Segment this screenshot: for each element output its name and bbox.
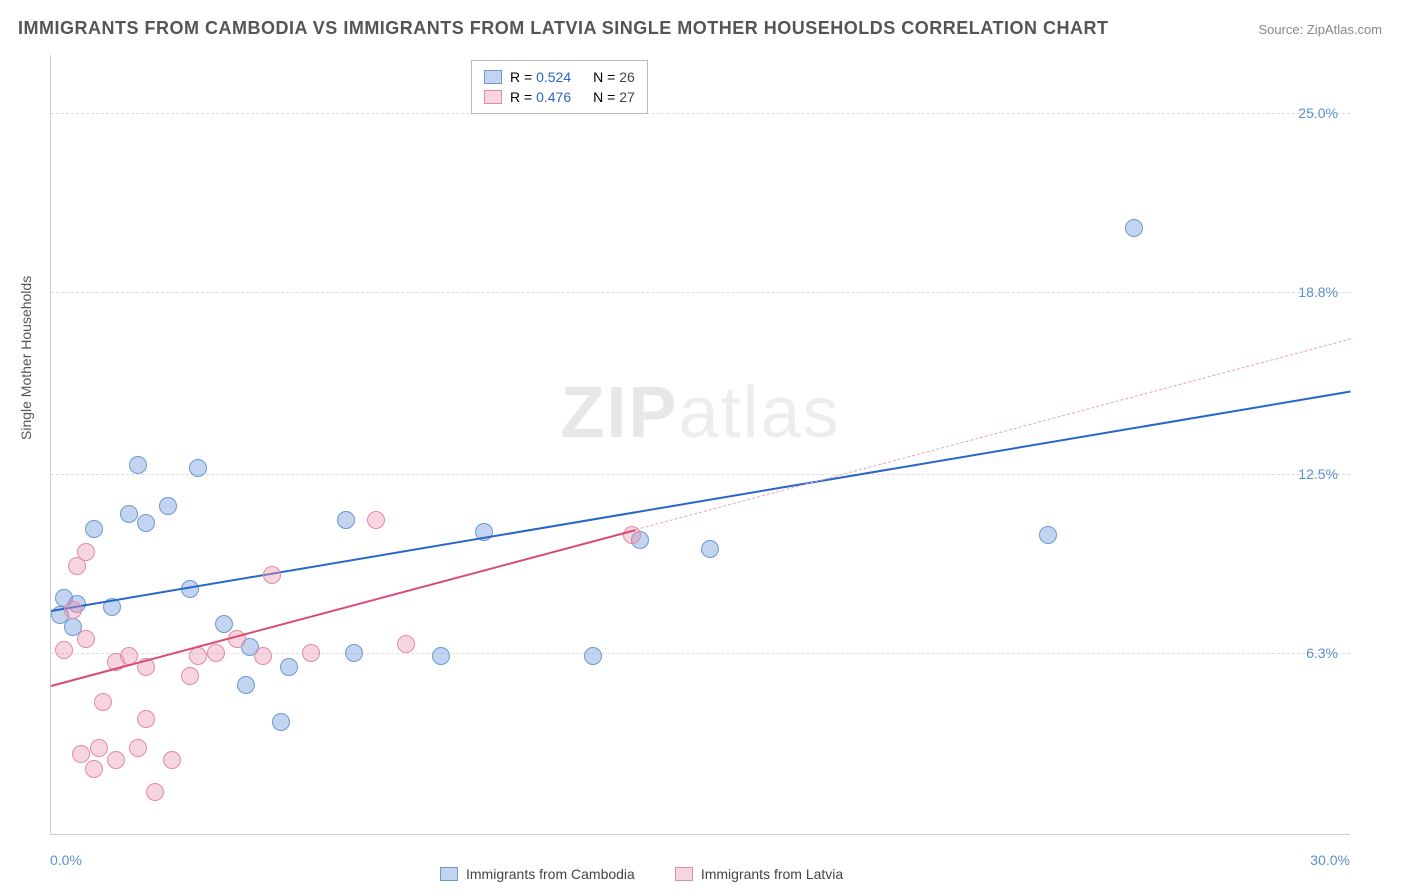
legend-label: Immigrants from Cambodia	[466, 866, 635, 882]
data-point	[107, 751, 125, 769]
data-point	[337, 511, 355, 529]
data-point	[146, 783, 164, 801]
source-label: Source: ZipAtlas.com	[1258, 22, 1382, 37]
data-point	[367, 511, 385, 529]
legend-swatch	[440, 867, 458, 881]
data-point	[701, 540, 719, 558]
r-label: R = 0.524	[510, 69, 571, 85]
x-tick-label: 30.0%	[1310, 852, 1350, 868]
data-point	[189, 647, 207, 665]
data-point	[120, 505, 138, 523]
watermark-bold: ZIP	[560, 373, 678, 453]
data-point	[77, 543, 95, 561]
n-label: N = 26	[593, 69, 635, 85]
data-point	[272, 713, 290, 731]
data-point	[163, 751, 181, 769]
data-point	[189, 459, 207, 477]
data-point	[77, 630, 95, 648]
legend-bottom: Immigrants from Cambodia Immigrants from …	[440, 866, 843, 882]
data-point	[207, 644, 225, 662]
data-point	[215, 615, 233, 633]
legend-item: Immigrants from Latvia	[675, 866, 843, 882]
data-point	[181, 667, 199, 685]
legend-swatch	[484, 70, 502, 84]
data-point	[1039, 526, 1057, 544]
legend-swatch	[484, 90, 502, 104]
y-axis-label: Single Mother Households	[18, 276, 34, 440]
data-point	[129, 739, 147, 757]
x-tick-label: 0.0%	[50, 852, 82, 868]
legend-label: Immigrants from Latvia	[701, 866, 843, 882]
data-point	[1125, 219, 1143, 237]
data-point	[55, 641, 73, 659]
data-point	[345, 644, 363, 662]
correlation-legend: R = 0.524 N = 26 R = 0.476 N = 27	[471, 60, 648, 114]
grid-line	[51, 292, 1350, 293]
data-point	[280, 658, 298, 676]
data-point	[159, 497, 177, 515]
legend-row: R = 0.524 N = 26	[484, 67, 635, 87]
y-tick-label: 12.5%	[1298, 466, 1338, 482]
data-point	[94, 693, 112, 711]
data-point	[237, 676, 255, 694]
data-point	[302, 644, 320, 662]
data-point	[137, 514, 155, 532]
data-point	[90, 739, 108, 757]
chart-plot-area: ZIPatlas 6.3% 12.5% 18.8% 25.0% R = 0.524 N =…	[50, 55, 1350, 835]
trend-line	[51, 390, 1351, 612]
grid-line	[51, 113, 1350, 114]
data-point	[584, 647, 602, 665]
trend-line	[636, 338, 1351, 530]
data-point	[85, 520, 103, 538]
watermark-thin: atlas	[678, 373, 840, 453]
data-point	[85, 760, 103, 778]
data-point	[397, 635, 415, 653]
legend-item: Immigrants from Cambodia	[440, 866, 635, 882]
data-point	[432, 647, 450, 665]
data-point	[64, 601, 82, 619]
chart-title: IMMIGRANTS FROM CAMBODIA VS IMMIGRANTS F…	[18, 18, 1108, 39]
y-tick-label: 18.8%	[1298, 284, 1338, 300]
watermark: ZIPatlas	[560, 372, 840, 454]
trend-line	[51, 529, 637, 687]
n-label: N = 27	[593, 89, 635, 105]
data-point	[129, 456, 147, 474]
data-point	[72, 745, 90, 763]
r-label: R = 0.476	[510, 89, 571, 105]
grid-line	[51, 474, 1350, 475]
data-point	[254, 647, 272, 665]
data-point	[263, 566, 281, 584]
legend-swatch	[675, 867, 693, 881]
legend-row: R = 0.476 N = 27	[484, 87, 635, 107]
y-tick-label: 6.3%	[1306, 645, 1338, 661]
y-tick-label: 25.0%	[1298, 105, 1338, 121]
data-point	[137, 710, 155, 728]
